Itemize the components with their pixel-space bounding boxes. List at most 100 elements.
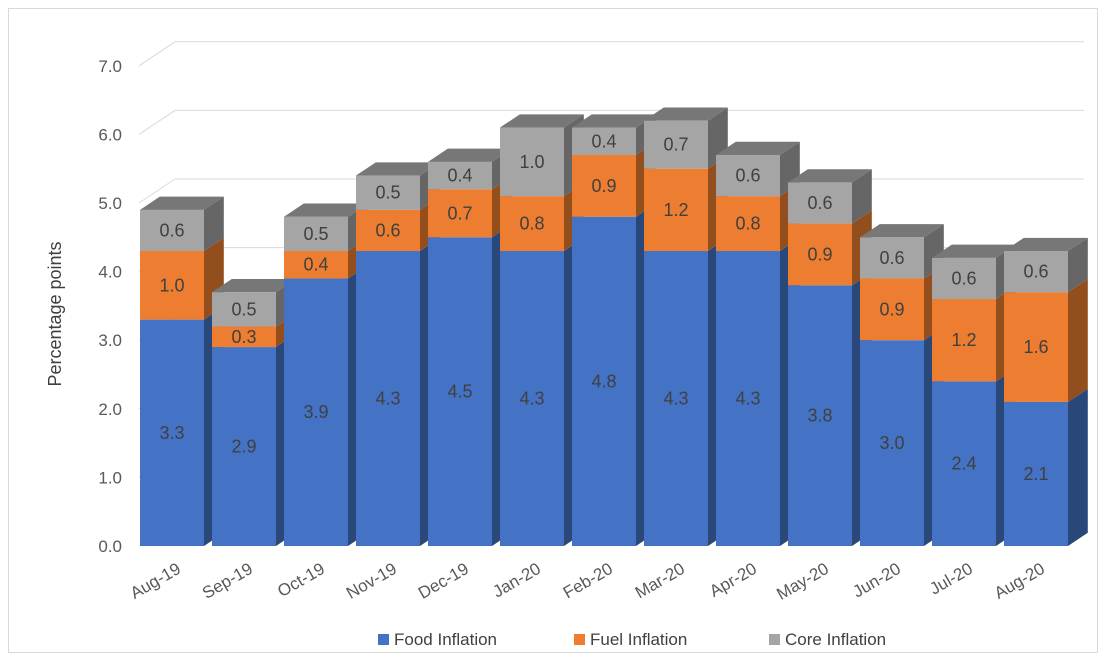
x-tick-label: Apr-20 — [706, 559, 760, 601]
data-label: 4.3 — [663, 389, 688, 409]
bar-top-face — [428, 148, 512, 162]
bar-segment-food-inflation — [500, 237, 584, 546]
bar-top-face — [356, 162, 440, 176]
bar-front — [428, 189, 492, 238]
bar-front — [644, 251, 708, 546]
x-tick-label: Jul-20 — [926, 559, 976, 599]
bar-segment-core-inflation — [716, 141, 800, 197]
bar-front — [932, 257, 996, 300]
data-label: 4.5 — [447, 382, 472, 402]
bar-front — [212, 326, 276, 348]
data-label: 2.1 — [1023, 464, 1048, 484]
data-label: 1.2 — [663, 200, 688, 220]
data-label: 0.6 — [375, 220, 400, 240]
bar-front — [860, 278, 924, 341]
gridline-slant — [138, 41, 176, 67]
data-label: 0.6 — [951, 268, 976, 288]
gridline-slant — [138, 109, 176, 135]
data-label: 0.9 — [879, 299, 904, 319]
data-label: 0.8 — [519, 214, 544, 234]
y-tick-label: 0.0 — [98, 537, 122, 556]
bar-front — [1004, 401, 1068, 546]
legend-swatch — [769, 634, 780, 645]
bar-front — [284, 216, 348, 252]
data-label: 0.6 — [735, 166, 760, 186]
data-label: 4.8 — [591, 371, 616, 391]
legend-swatch — [574, 634, 585, 645]
bar-front — [212, 292, 276, 327]
bar-front — [140, 209, 204, 252]
bar-front — [788, 223, 852, 286]
data-label: 0.9 — [807, 244, 832, 264]
chart-frame: 0.0 1.0 2.0 3.0 4.0 5.0 6.0 7.0 Percentage point… — [8, 8, 1098, 653]
bar-segment-core-inflation — [788, 169, 872, 224]
bar-front — [1004, 292, 1068, 402]
bar-front — [860, 340, 924, 546]
bar-front — [860, 237, 924, 279]
legend-label: Food Inflation — [394, 630, 497, 649]
legend-label: Core Inflation — [785, 630, 886, 649]
bar-side-face — [1068, 237, 1088, 293]
bar-front — [1004, 251, 1068, 293]
data-labels: 3.3 1.0 0.6 2.9 0.3 0.5 3.9 0.4 0.5 4.3 0.6 0.5 4.5 0… — [159, 131, 1048, 484]
bar-top-face — [1004, 237, 1088, 252]
legend-label: Fuel Inflation — [590, 630, 687, 649]
y-tick-label: 3.0 — [98, 331, 122, 350]
bar-front — [500, 251, 564, 546]
bar-front — [500, 127, 564, 197]
data-label: 0.8 — [735, 214, 760, 234]
data-label: 1.0 — [519, 152, 544, 172]
data-label: 3.3 — [159, 423, 184, 443]
data-label: 3.0 — [879, 433, 904, 453]
bar-top-face — [860, 224, 944, 238]
data-label: 0.9 — [591, 176, 616, 196]
bar-front — [572, 154, 636, 217]
x-tick-label: Jan-20 — [489, 559, 544, 601]
legend-item: Core Inflation — [769, 630, 886, 649]
bar-top-face — [140, 196, 224, 210]
bar-segment-food-inflation — [1004, 388, 1088, 546]
bar-segment-fuel-inflation — [284, 237, 368, 279]
bar-front — [428, 237, 492, 547]
data-label: 1.0 — [159, 275, 184, 295]
data-label: 0.4 — [303, 255, 328, 275]
bar-front — [644, 120, 708, 169]
data-label: 2.9 — [231, 437, 256, 457]
bar-top-face — [500, 114, 584, 128]
bar-side-face — [1068, 388, 1088, 546]
bar-top-face — [716, 141, 800, 155]
y-tick-label: 5.0 — [98, 194, 122, 213]
bar-side-face — [204, 196, 224, 252]
y-axis-ticks: 0.0 1.0 2.0 3.0 4.0 5.0 6.0 7.0 — [98, 57, 122, 556]
x-tick-label: Mar-20 — [632, 559, 688, 602]
data-label: 0.4 — [591, 131, 616, 151]
bar-segment-core-inflation — [860, 224, 944, 279]
x-tick-label: Dec-19 — [415, 559, 472, 603]
data-label: 0.6 — [807, 193, 832, 213]
y-tick-label: 7.0 — [98, 57, 122, 76]
data-label: 1.2 — [951, 330, 976, 350]
data-label: 0.5 — [231, 299, 256, 319]
bar-top-face — [644, 107, 728, 121]
bar-front — [572, 127, 636, 155]
bar-front — [428, 161, 492, 190]
bar-top-face — [788, 169, 872, 183]
legend: Food Inflation Fuel Inflation Core Inflati… — [378, 630, 886, 649]
y-tick-label: 1.0 — [98, 468, 122, 487]
bar-segment-fuel-inflation — [1004, 278, 1088, 402]
data-label: 0.6 — [159, 220, 184, 240]
gridline-slant — [138, 178, 176, 204]
bar-segment-food-inflation — [644, 237, 728, 546]
bar-front — [212, 347, 276, 546]
bar-front — [572, 216, 636, 546]
y-tick-label: 4.0 — [98, 263, 122, 282]
data-label: 4.3 — [375, 389, 400, 409]
bar-front — [356, 175, 420, 210]
legend-swatch — [378, 634, 389, 645]
x-tick-label: Feb-20 — [560, 559, 616, 602]
bar-front — [932, 299, 996, 382]
bar-top-face — [932, 244, 1016, 258]
bar-top-face — [572, 114, 656, 128]
bars — [140, 107, 1088, 547]
data-label: 0.7 — [663, 135, 688, 155]
